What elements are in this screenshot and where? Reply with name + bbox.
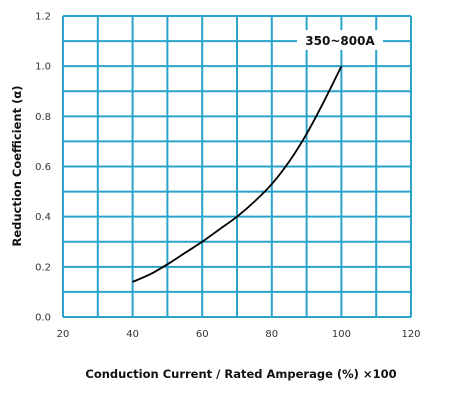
- y-tick-label: 0.8: [35, 112, 51, 123]
- x-tick-label: 80: [265, 329, 278, 340]
- x-tick-labels: 20 40 60 80 100 120: [57, 329, 421, 340]
- y-tick-label: 1.0: [35, 62, 51, 73]
- y-tick-label: 0.2: [35, 262, 51, 273]
- x-tick-label: 40: [126, 329, 139, 340]
- annotation-background: [297, 30, 383, 50]
- x-tick-label: 60: [196, 329, 209, 340]
- y-tick-label: 1.2: [35, 12, 51, 23]
- y-tick-label: 0.4: [35, 212, 51, 223]
- x-axis-label: Conduction Current / Rated Amperage (%) …: [85, 367, 396, 381]
- y-tick-label: 0.0: [35, 313, 51, 324]
- grid: [62, 15, 412, 318]
- y-tick-label: 0.6: [35, 162, 51, 173]
- x-tick-label: 20: [57, 329, 70, 340]
- x-tick-label: 100: [332, 329, 351, 340]
- x-tick-label: 120: [401, 329, 420, 340]
- series-line: [132, 65, 343, 283]
- annotation-label: 350~800A: [305, 34, 375, 48]
- y-tick-labels: 0.0 0.2 0.4 0.6 0.8 1.0 1.2: [35, 12, 51, 324]
- y-axis-label: Reduction Coefficient (α): [10, 85, 24, 246]
